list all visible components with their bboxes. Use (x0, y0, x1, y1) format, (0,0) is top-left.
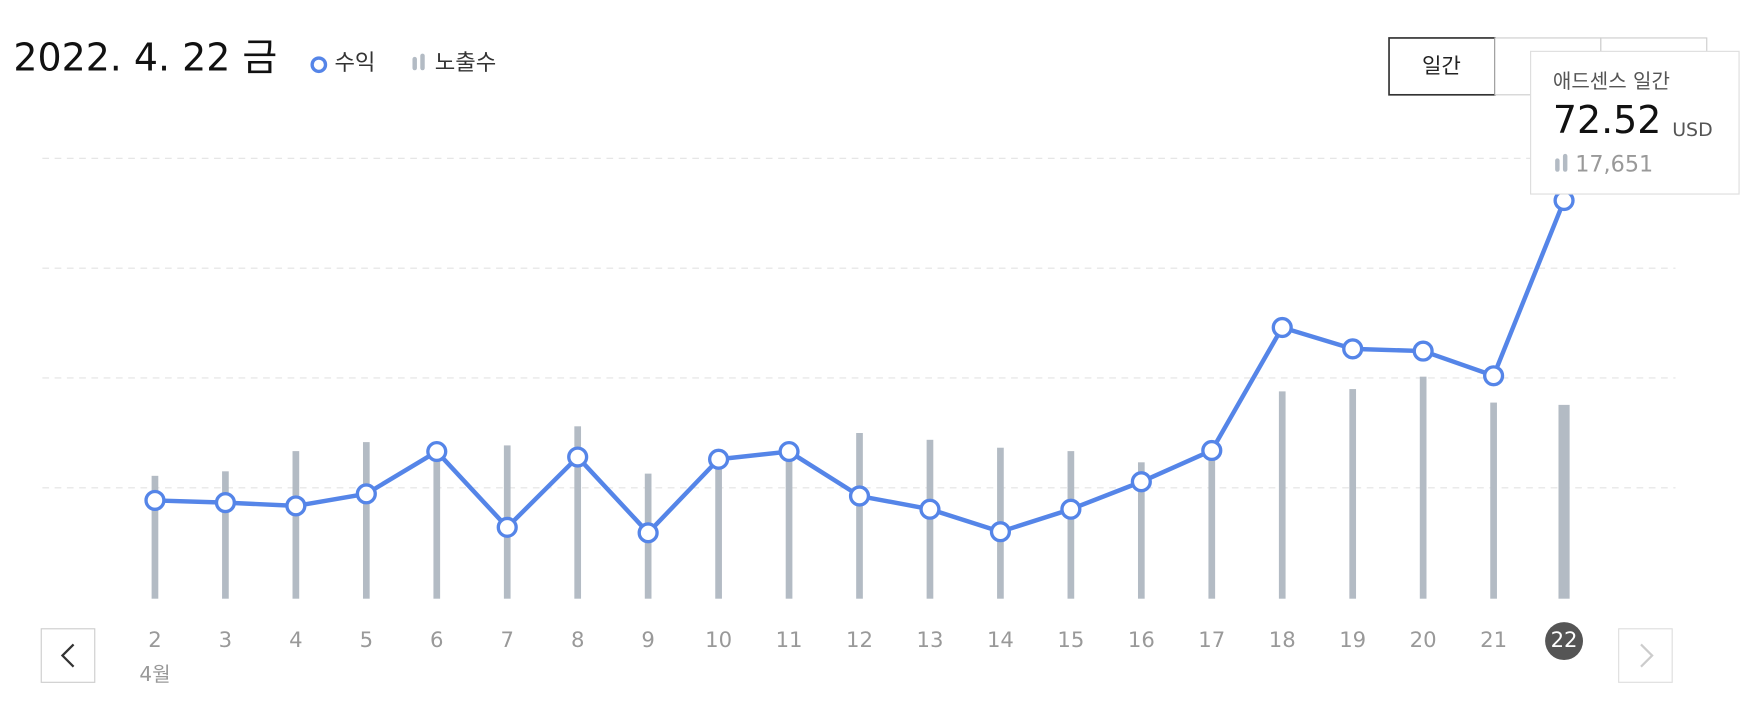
x-tick-label: 5 (360, 627, 373, 652)
x-tick-label: 9 (641, 627, 654, 652)
point (496, 516, 518, 538)
tooltip-title: 애드센스 일간 (1553, 69, 1670, 93)
legend-label: 수익 (334, 50, 375, 76)
x-tick-label: 4 (289, 627, 302, 652)
bar (222, 471, 229, 599)
bar (362, 442, 370, 599)
point (144, 489, 166, 512)
bar (151, 475, 159, 599)
x-tick-label: 8 (571, 627, 584, 652)
bar (715, 457, 722, 599)
point (848, 485, 871, 507)
point (989, 521, 1012, 543)
prev-button[interactable] (40, 628, 96, 683)
legend-icon (310, 56, 328, 74)
legend-label: 노출수 (435, 50, 497, 76)
x-tick-label: 3 (219, 627, 232, 652)
point (1412, 340, 1434, 362)
legend-icon (412, 56, 417, 71)
point (1060, 498, 1082, 520)
month-label: 4월 (139, 662, 170, 686)
x-tick-label: 18 (1269, 627, 1296, 652)
bar (1208, 448, 1216, 599)
point (1271, 316, 1293, 339)
next-button[interactable] (1618, 628, 1673, 683)
x-tick-label: 16 (1128, 627, 1155, 652)
tooltip-icon (1562, 153, 1568, 172)
bar (1349, 389, 1357, 599)
bar (785, 449, 793, 599)
bar (1278, 391, 1286, 599)
bar (856, 432, 863, 599)
x-tick-label: 22 (1551, 627, 1578, 652)
point (1342, 338, 1364, 360)
x-tick-label: 13 (916, 627, 943, 652)
x-tick-label: 21 (1480, 627, 1507, 652)
point (1201, 439, 1223, 462)
legend-icon (420, 53, 425, 71)
period-button[interactable] (1388, 37, 1496, 96)
point (426, 440, 448, 463)
x-tick-label: 15 (1057, 627, 1084, 652)
bar (1067, 451, 1075, 599)
point (355, 483, 377, 505)
prev-icon (60, 643, 75, 668)
point (567, 446, 589, 468)
bar (1490, 402, 1497, 599)
point (1130, 471, 1152, 493)
x-tick-label: 10 (705, 627, 732, 652)
next-icon (1640, 643, 1654, 668)
x-tick-label: 7 (500, 627, 513, 652)
x-tick-label: 17 (1198, 627, 1225, 652)
tooltip: 애드센스 일간 72.52 USD 17,651 (1530, 50, 1740, 195)
x-tick-label: 6 (430, 627, 443, 652)
x-tick-label: 2 (148, 627, 161, 652)
tooltip-unit: USD (1672, 119, 1712, 141)
selected-marker (1545, 622, 1584, 661)
bar (433, 448, 441, 599)
period-button-label[interactable]: 일간 (1422, 53, 1461, 78)
chart-title: 2022. 4. 22 금 (13, 36, 277, 80)
point (1483, 365, 1505, 387)
tooltip-icon (1555, 158, 1560, 172)
bar (292, 451, 300, 599)
x-tick-label: 11 (776, 627, 803, 652)
x-tick-label: 20 (1410, 627, 1437, 652)
tooltip-value: 72.52 (1553, 98, 1661, 142)
bar (1137, 462, 1145, 599)
bar (1558, 404, 1570, 599)
point (637, 522, 659, 544)
point (214, 492, 237, 514)
tooltip-impressions: 17,651 (1575, 152, 1653, 178)
point (285, 495, 307, 517)
bar (1419, 376, 1427, 599)
plot: 2 3 4 5 6 7 8 9 10 11 12 13 14 15 16 17 18 19 20 21 22 4월 (42, 157, 1676, 686)
point (708, 448, 730, 470)
x-tick-label: 12 (846, 627, 873, 652)
point (919, 498, 941, 520)
point (778, 440, 800, 463)
x-tick-label: 14 (987, 627, 1014, 652)
bar (574, 426, 582, 599)
x-tick-label: 19 (1339, 627, 1366, 652)
legend: 수익 노출수 (310, 50, 497, 76)
